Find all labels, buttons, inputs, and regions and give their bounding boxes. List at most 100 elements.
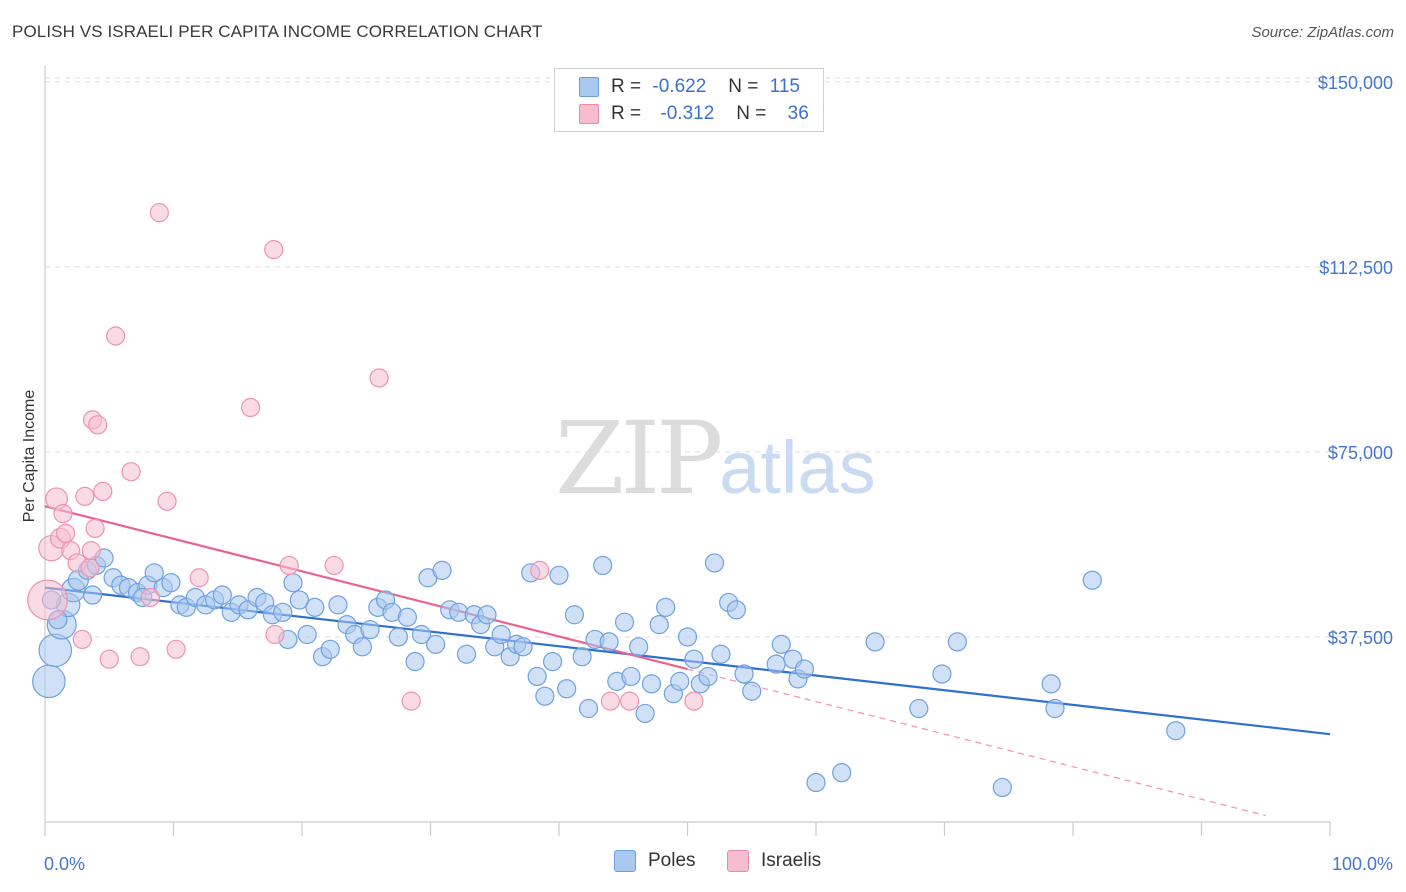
legend-swatch-poles [614, 850, 636, 872]
poles-point [352, 637, 372, 657]
poles-point [684, 649, 704, 669]
source-label: Source: ZipAtlas.com [1251, 24, 1394, 41]
poles-point [305, 597, 325, 617]
poles-point [698, 666, 718, 687]
poles-point [932, 664, 952, 684]
y-axis-label: Per Capita Income [21, 390, 38, 523]
israelis-point [264, 240, 284, 260]
israelis-point [75, 486, 95, 506]
israelis-n-value: 36 [787, 103, 809, 124]
israelis-point [684, 691, 704, 711]
israelis-point [189, 568, 209, 588]
axes [44, 66, 1331, 836]
series-legend: Poles Israelis [0, 850, 1406, 878]
poles-point [564, 605, 585, 625]
israelis-point [27, 579, 68, 621]
israelis-point [620, 691, 640, 711]
israelis-point [53, 504, 73, 524]
poles-point [614, 612, 635, 632]
poles-point [212, 585, 232, 605]
israelis-point [130, 647, 150, 667]
israelis-point [530, 560, 550, 580]
poles-point [656, 597, 676, 617]
israelis-swatch [579, 104, 599, 124]
israelis-trend-extension [687, 668, 1266, 817]
israelis-point [166, 639, 186, 659]
poles-swatch [579, 77, 599, 97]
data-points [27, 203, 1186, 798]
poles-point [38, 633, 73, 668]
poles-point [711, 644, 731, 664]
poles-point [456, 644, 477, 664]
poles-point [549, 565, 569, 585]
israelis-point [324, 555, 344, 576]
poles-point [635, 703, 655, 724]
poles-point [794, 659, 815, 679]
israelis-point [121, 462, 141, 482]
israelis-point [93, 481, 113, 502]
stats-legend: R = -0.622 N = 115 R = -0.312 N = 36 [554, 68, 824, 132]
poles-point [742, 681, 762, 701]
y-tick-label: $75,000 [1328, 443, 1393, 463]
poles-point [771, 634, 791, 654]
legend-item-israelis[interactable]: Israelis [727, 850, 821, 872]
poles-point [405, 652, 425, 672]
poles-point [832, 763, 852, 783]
poles-point [527, 666, 547, 687]
poles-point [491, 624, 511, 645]
y-tick-label: $112,500 [1319, 258, 1393, 278]
poles-r-label: R = [611, 76, 642, 97]
poles-point [1041, 674, 1061, 694]
gridlines [45, 77, 1395, 638]
poles-point [677, 627, 698, 647]
israelis-point [140, 587, 160, 608]
poles-point [557, 679, 577, 699]
poles-point [328, 595, 348, 615]
poles-point [161, 573, 181, 593]
poles-point [865, 632, 885, 652]
israelis-r-value: -0.312 [660, 103, 715, 124]
poles-point [670, 671, 690, 691]
israelis-point [600, 691, 621, 711]
israelis-point [369, 368, 389, 388]
stats-row-poles: R = -0.622 N = 115 [579, 74, 800, 100]
poles-point [297, 624, 317, 645]
poles-point [432, 560, 452, 580]
poles-point [535, 686, 555, 706]
israelis-point [149, 203, 169, 223]
poles-point [572, 647, 592, 667]
israelis-point [72, 629, 92, 650]
poles-point [397, 607, 417, 627]
israelis-point [279, 555, 299, 576]
poles-r-value: -0.622 [652, 76, 707, 97]
poles-point [726, 600, 746, 620]
poles-point [1166, 721, 1186, 741]
poles-point [82, 585, 103, 605]
poles-point [388, 627, 408, 647]
israelis-point [106, 326, 126, 346]
israelis-point [99, 649, 119, 669]
israelis-point [80, 558, 100, 578]
poles-point [909, 698, 929, 719]
poles-point [578, 698, 599, 719]
poles-point [426, 634, 446, 654]
poles-n-label: N = [728, 76, 759, 97]
legend-item-poles[interactable]: Poles [614, 850, 696, 872]
x-tick-label-min: 0.0% [44, 854, 85, 874]
legend-swatch-israelis [727, 850, 749, 872]
israelis-point [401, 691, 421, 711]
poles-point [621, 666, 641, 687]
watermark: ZIPatlas [555, 400, 876, 517]
israelis-point [55, 523, 76, 543]
poles-point [806, 772, 826, 793]
poles-point [629, 637, 649, 657]
israelis-point [85, 518, 105, 539]
watermark-zip: ZIP [555, 400, 723, 517]
y-tick-label: $37,500 [1328, 628, 1393, 648]
poles-point [766, 654, 786, 674]
israelis-r-label: R = [611, 103, 642, 124]
poles-point [283, 573, 303, 593]
poles-point [704, 553, 725, 573]
poles-point [542, 652, 563, 672]
